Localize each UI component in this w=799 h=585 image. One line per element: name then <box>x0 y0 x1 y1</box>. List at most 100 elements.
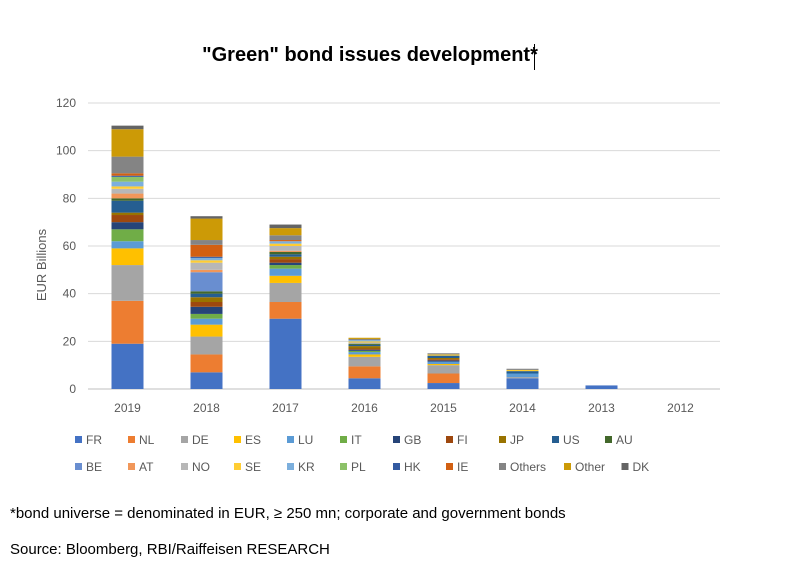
bar-segment <box>111 181 144 187</box>
x-tick-label: 2019 <box>114 401 141 415</box>
bar-segment <box>190 256 223 258</box>
y-tick-label: 80 <box>63 191 77 205</box>
bar-segment <box>348 350 381 353</box>
bar-segment <box>190 293 223 298</box>
bar-segment <box>190 262 223 270</box>
bar-segment <box>269 254 302 257</box>
legend-label: NO <box>192 460 210 474</box>
bar-segment <box>190 269 223 273</box>
legend-label: AT <box>139 460 154 474</box>
bar-segment <box>427 358 460 360</box>
legend-label: SE <box>245 460 261 474</box>
bar-segment <box>190 313 223 319</box>
bar-segment <box>190 244 223 257</box>
x-tick-label: 2016 <box>351 401 378 415</box>
legend-label: FI <box>457 433 468 447</box>
x-tick-label: 2018 <box>193 401 220 415</box>
bar-segment <box>111 188 144 194</box>
legend-label: LU <box>298 433 313 447</box>
legend-label: PL <box>351 460 366 474</box>
bar-segment <box>190 336 223 355</box>
legend-swatch <box>181 436 188 443</box>
y-tick-label: 100 <box>56 144 76 158</box>
bar-segment <box>111 175 144 177</box>
bar-segment <box>269 246 302 251</box>
legend-label: HK <box>404 460 421 474</box>
bar-segment <box>111 198 144 201</box>
legend-swatch <box>128 463 135 470</box>
bar-segment <box>348 346 381 349</box>
bar-segment <box>269 235 302 241</box>
legend-swatch <box>75 463 82 470</box>
bar-segment <box>506 378 539 389</box>
bar-segment <box>585 385 618 389</box>
legend-swatch <box>393 436 400 443</box>
legend-label: KR <box>298 460 315 474</box>
bar-segment <box>111 186 144 189</box>
y-tick-label: 0 <box>69 382 76 396</box>
bar-segment <box>269 241 302 244</box>
bar-segment <box>269 251 302 255</box>
bar-segment <box>269 265 302 269</box>
legend-swatch <box>393 463 400 470</box>
legend-swatch <box>75 436 82 443</box>
x-tick-label: 2015 <box>430 401 457 415</box>
legend-label: NL <box>139 433 155 447</box>
bar-segment <box>190 354 223 373</box>
x-tick-label: 2017 <box>272 401 299 415</box>
footnote-source: Source: Bloomberg, RBI/Raiffeisen RESEAR… <box>10 541 330 558</box>
x-tick-label: 2012 <box>667 401 694 415</box>
bar-segment <box>111 241 144 249</box>
chart-title: "Green" bond issues development* <box>202 44 538 66</box>
bar-segment <box>111 200 144 213</box>
bar-segment <box>506 369 539 372</box>
bar-segment <box>111 125 144 130</box>
bar-segment <box>111 265 144 301</box>
legend-label: GB <box>404 433 421 447</box>
bar-segment <box>269 243 302 246</box>
bar-segment <box>190 291 223 294</box>
bar-segment <box>427 354 460 356</box>
bar-segment <box>111 156 144 174</box>
bar-segment <box>427 353 460 355</box>
chart-area: 0 20 40 60 80 100 120 2019 2018 2017 2016 2015 2014 2… <box>34 96 720 474</box>
bar-segment <box>190 260 223 263</box>
bar-segment <box>111 129 144 157</box>
bar-segment <box>348 352 381 355</box>
legend-swatch <box>446 463 453 470</box>
bar-segment <box>269 228 302 236</box>
legend-swatch <box>234 436 241 443</box>
bar-segment <box>269 268 302 276</box>
bar-segment <box>111 173 144 176</box>
bar-segment <box>190 240 223 245</box>
bar-segment <box>348 343 381 345</box>
bar-segment <box>269 240 302 242</box>
bar-segment <box>269 302 302 319</box>
bar-segment <box>111 193 144 199</box>
bar-segment <box>348 349 381 351</box>
legend-swatch <box>340 463 347 470</box>
bar-segment <box>190 318 223 325</box>
bar-segment <box>190 297 223 303</box>
legend-label: US <box>563 433 580 447</box>
bar-segment <box>190 218 223 241</box>
legend-label: AU <box>616 433 633 447</box>
legend-label: DE <box>192 433 209 447</box>
bar-segment <box>427 365 460 374</box>
bar-segment <box>348 340 381 342</box>
y-tick-label: 20 <box>63 334 77 348</box>
bar-segment <box>111 212 144 216</box>
bar-segment <box>190 302 223 307</box>
bar-segment <box>111 222 144 230</box>
bar-segment <box>269 262 302 266</box>
legend-swatch <box>287 463 294 470</box>
bar-segment <box>269 224 302 229</box>
bar-segment <box>190 306 223 314</box>
bar-segment <box>348 354 381 357</box>
bar-segment <box>190 272 223 292</box>
gridlines <box>88 102 720 390</box>
bar-segment <box>111 176 144 182</box>
legend-swatch <box>552 436 559 443</box>
bar-segment <box>427 383 460 389</box>
bar-segment <box>269 250 302 252</box>
